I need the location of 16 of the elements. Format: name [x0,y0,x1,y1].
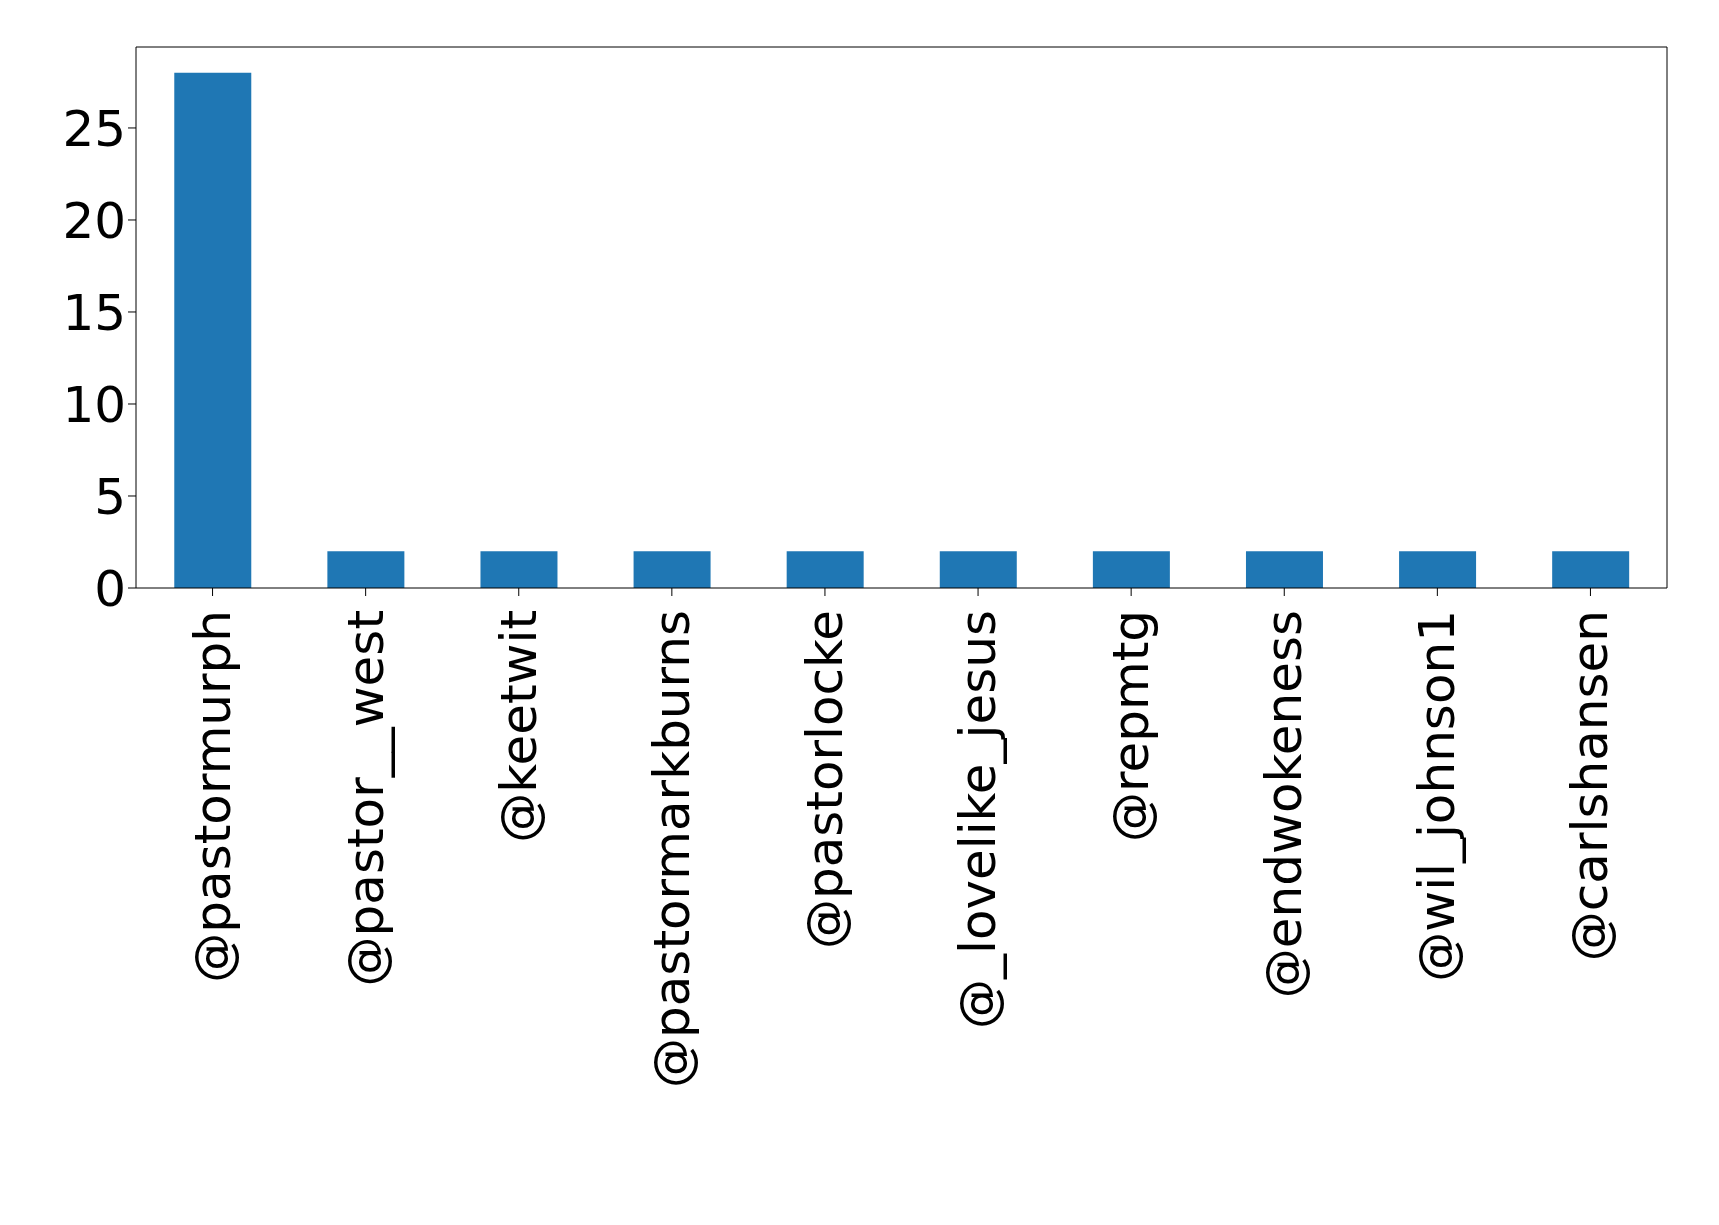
y-tick-label: 20 [62,191,126,250]
y-tick-label: 10 [62,375,126,434]
x-tick-label: @keetwit [489,610,548,843]
x-tick-label: @_lovelike_jesus [949,610,1008,1029]
x-tick-label: @pastor__west [336,610,395,987]
x-tick-label: @pastormarkburns [642,610,701,1089]
y-tick-label: 0 [94,559,126,618]
x-tick-label: @repmtg [1102,610,1161,843]
x-tick-label: @wil_johnson1 [1408,610,1467,982]
x-tick-label: @pastorlocke [795,610,854,950]
y-tick-label: 25 [62,99,126,158]
y-tick-label: 5 [94,467,126,526]
x-tick-label: @pastormurph [183,610,242,983]
x-tick-label: @carlshansen [1561,610,1620,962]
x-tick-label: @endwokeness [1255,610,1314,999]
y-tick-label: 15 [62,283,126,342]
